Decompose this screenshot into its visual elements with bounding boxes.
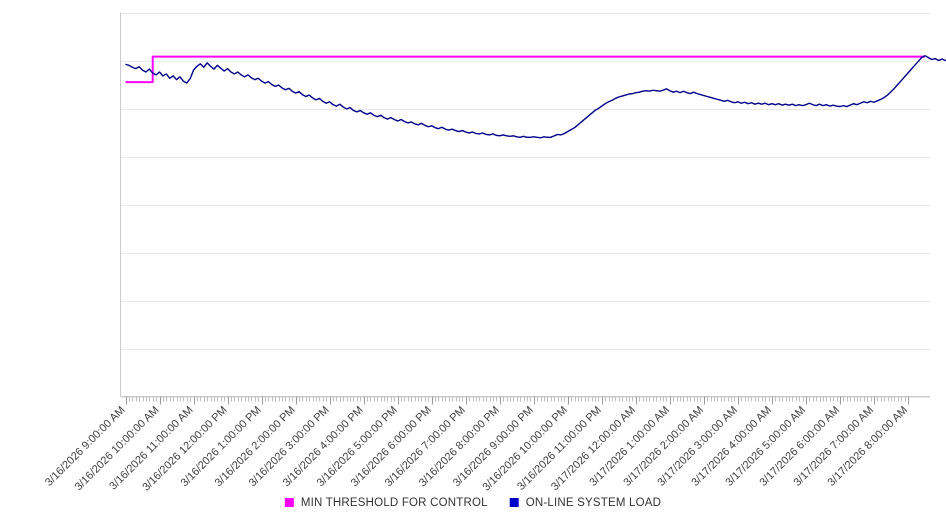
legend-label: MIN THRESHOLD FOR CONTROL [301, 497, 488, 509]
series-line-system-load [125, 55, 946, 139]
chart-legend: MIN THRESHOLD FOR CONTROL ON-LINE SYSTEM … [284, 497, 661, 509]
legend-swatch [284, 498, 294, 507]
legend-label: ON-LINE SYSTEM LOAD [526, 497, 661, 509]
legend-swatch [509, 498, 519, 507]
x-axis-ticks [126, 396, 909, 405]
data-series [125, 55, 946, 139]
series-line-min-threshold [125, 55, 926, 84]
